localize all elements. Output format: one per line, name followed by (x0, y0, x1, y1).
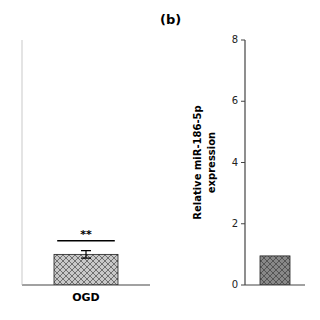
chart-root: ** OGD 0 2 4 6 8 Relative miR-186-5pexpression (… (0, 0, 320, 320)
bars (260, 256, 290, 285)
y-axis-label-line: expression (206, 132, 217, 193)
y-tick-label: 2 (232, 218, 238, 229)
y-axis-label-line: Relative miR-186-5p (192, 105, 203, 220)
panel-label: (b) (160, 12, 181, 27)
y-axis-line (22, 40, 23, 285)
x-axis-line (22, 284, 150, 285)
y-axis-line (244, 40, 245, 285)
y-tick-label: 0 (232, 279, 238, 290)
y-tick-label: 6 (232, 95, 238, 106)
error-bar (81, 251, 91, 258)
significance-label: ** (80, 228, 92, 241)
y-tick-label: 8 (232, 34, 238, 45)
x-tick-label: OGD (72, 291, 100, 304)
x-axis-line (245, 284, 305, 285)
bars (54, 251, 118, 285)
y-tick-label: 4 (232, 157, 238, 168)
bar (260, 256, 290, 285)
y-axis-label: Relative miR-186-5pexpression (192, 105, 217, 220)
bar (54, 254, 118, 285)
